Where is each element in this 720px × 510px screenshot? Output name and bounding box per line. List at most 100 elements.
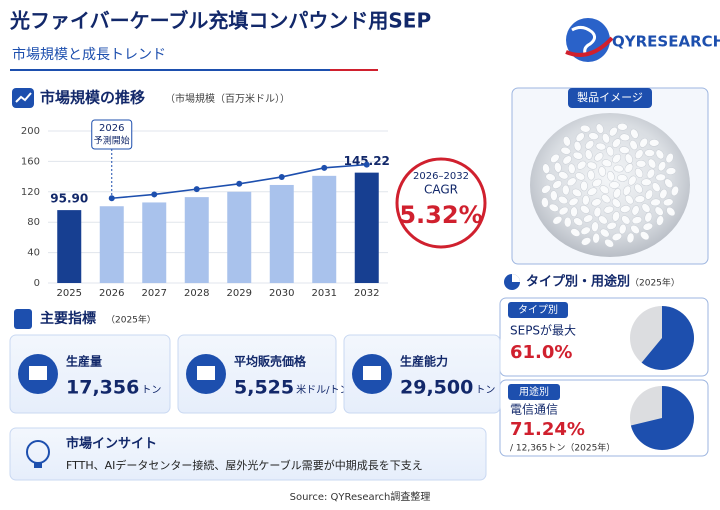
pellet [620, 205, 631, 213]
pellet [541, 197, 549, 208]
indicator-icon [14, 309, 32, 329]
bar [269, 184, 294, 283]
y-tick-label: 160 [21, 156, 40, 167]
pellet [567, 163, 576, 174]
pellet [576, 160, 587, 170]
pellet [619, 146, 630, 154]
pellet [598, 166, 606, 177]
trend-dot [321, 164, 328, 171]
pellet [568, 197, 579, 206]
pellet [665, 153, 674, 164]
pellet [651, 182, 661, 192]
pellet [634, 195, 646, 203]
trend-dot [363, 161, 370, 168]
pellet [644, 212, 653, 223]
pellet [612, 153, 622, 164]
pellet [641, 178, 652, 187]
annotation-box [91, 119, 133, 150]
pellet [585, 140, 595, 150]
pellet [591, 198, 602, 207]
y-tick-label: 80 [27, 217, 40, 228]
pellet [580, 205, 590, 214]
indicator-card [343, 334, 501, 414]
trend-dot [236, 180, 243, 187]
pellet [631, 205, 640, 216]
pellet [657, 161, 667, 172]
x-tick-label: 2028 [184, 288, 209, 299]
pellet [646, 168, 656, 179]
pellet [628, 175, 637, 186]
pie-slice [641, 306, 694, 370]
pellet [655, 149, 665, 160]
pellet [613, 188, 622, 199]
pellet [664, 178, 674, 189]
pellet [641, 203, 651, 213]
insight-title: 市場インサイト [66, 436, 157, 452]
bar [227, 191, 252, 283]
pellets [541, 123, 679, 248]
x-tick-label: 2032 [354, 288, 379, 299]
pellet [580, 226, 591, 235]
pellet [603, 205, 614, 214]
pellet [572, 151, 583, 160]
x-tick-label: 2031 [312, 288, 337, 299]
pellet [571, 188, 582, 198]
pellet [663, 198, 674, 207]
pellet [612, 211, 620, 222]
pellet [606, 171, 615, 182]
bar [312, 175, 337, 283]
pellet [548, 203, 559, 212]
pellet [626, 232, 635, 244]
source: Source: QYResearch調査整理 [290, 490, 431, 503]
app-value: 71.24% [510, 419, 585, 440]
pellet [587, 187, 598, 196]
indicator-label: 生産量 [66, 354, 102, 369]
pellet [575, 172, 586, 181]
pellet [659, 188, 668, 200]
section-title: 市場規模の推移 [40, 89, 145, 107]
share-year: （2025年） [630, 277, 680, 289]
pellet [580, 180, 588, 192]
app-label: 電信通信 [510, 403, 558, 417]
pellet [650, 198, 661, 207]
annotation-text: 予測開始 [94, 135, 130, 147]
pellet [552, 180, 562, 189]
pellet [608, 126, 618, 137]
pellet [617, 174, 628, 182]
pellet [640, 231, 650, 241]
pellet [644, 189, 654, 200]
cagr-ring [395, 157, 487, 249]
title: 光ファイバーケーブル充填コンパウンド用SEP [9, 9, 431, 33]
type-value: 61.0% [510, 342, 572, 363]
bar-chart: 0 40 80 120 160 200 2025 95.90 2026 2027 2028 2029 2… [21, 119, 390, 299]
type-label: SEPSが最大 [510, 323, 576, 338]
pellet [579, 124, 591, 133]
pellet [644, 149, 655, 157]
pellet [591, 221, 599, 232]
pellet [587, 169, 595, 181]
pellet [666, 206, 676, 217]
indicator-value: 29,500 [400, 377, 473, 399]
pellet [545, 173, 556, 182]
pellet [613, 164, 624, 173]
indicator-value: 5,525 [234, 377, 294, 399]
bulb-base [34, 463, 42, 468]
indicator-card [177, 334, 337, 414]
pellet [670, 185, 679, 197]
indicator-label: 生産能力 [400, 354, 448, 369]
bar [184, 197, 209, 283]
pellet [581, 237, 592, 246]
pellet [606, 221, 617, 230]
pellet [655, 173, 666, 182]
pellet [601, 159, 613, 168]
pellet [599, 185, 610, 194]
y-tick-label: 120 [21, 187, 40, 198]
pies [630, 306, 694, 450]
indicator-icon-glyph [29, 366, 47, 380]
indicator-label: 平均販売価格 [234, 354, 307, 369]
logo: QYRESEARCH [565, 18, 720, 62]
pellet [617, 123, 628, 131]
pellet [562, 136, 571, 147]
